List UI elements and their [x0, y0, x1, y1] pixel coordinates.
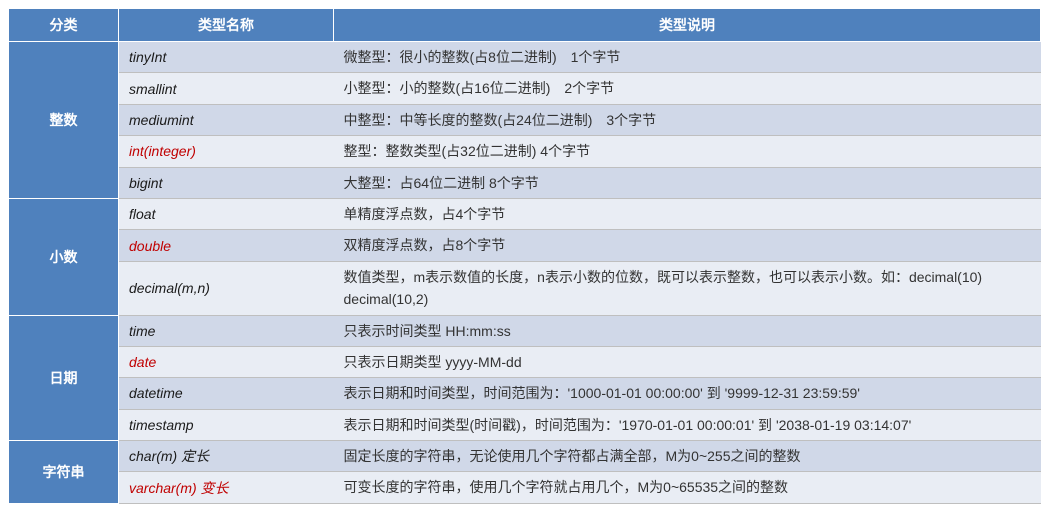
table-row: bigint大整型：占64位二进制 8个字节	[9, 167, 1041, 198]
type-desc-cell: 整型：整数类型(占32位二进制) 4个字节	[334, 136, 1041, 167]
type-desc-cell: 表示日期和时间类型(时间戳)，时间范围为：'1970-01-01 00:00:0…	[334, 409, 1041, 440]
type-name-cell: tinyInt	[119, 42, 334, 73]
type-desc-cell: 只表示时间类型 HH:mm:ss	[334, 315, 1041, 346]
type-desc-cell: 可变长度的字符串，使用几个字符就占用几个，M为0~65535之间的整数	[334, 472, 1041, 503]
type-name-cell: decimal(m,n)	[119, 261, 334, 315]
type-desc-cell: 数值类型，m表示数值的长度，n表示小数的位数，既可以表示整数，也可以表示小数。如…	[334, 261, 1041, 315]
table-row: varchar(m) 变长可变长度的字符串，使用几个字符就占用几个，M为0~65…	[9, 472, 1041, 503]
type-desc-cell: 固定长度的字符串，无论使用几个字符都占满全部，M为0~255之间的整数	[334, 441, 1041, 472]
table-row: date只表示日期类型 yyyy-MM-dd	[9, 346, 1041, 377]
type-name-cell: float	[119, 198, 334, 229]
category-cell: 字符串	[9, 441, 119, 504]
table-row: decimal(m,n)数值类型，m表示数值的长度，n表示小数的位数，既可以表示…	[9, 261, 1041, 315]
type-name-cell: double	[119, 230, 334, 261]
category-cell: 整数	[9, 42, 119, 199]
type-desc-cell: 表示日期和时间类型，时间范围为：'1000-01-01 00:00:00' 到 …	[334, 378, 1041, 409]
category-cell: 小数	[9, 198, 119, 315]
type-desc-cell: 单精度浮点数，占4个字节	[334, 198, 1041, 229]
table-row: 字符串char(m) 定长固定长度的字符串，无论使用几个字符都占满全部，M为0~…	[9, 441, 1041, 472]
type-desc-cell: 小整型：小的整数(占16位二进制) 2个字节	[334, 73, 1041, 104]
type-desc-cell: 大整型：占64位二进制 8个字节	[334, 167, 1041, 198]
table-row: timestamp表示日期和时间类型(时间戳)，时间范围为：'1970-01-0…	[9, 409, 1041, 440]
type-desc-cell: 只表示日期类型 yyyy-MM-dd	[334, 346, 1041, 377]
table-row: 整数tinyInt微整型：很小的整数(占8位二进制) 1个字节	[9, 42, 1041, 73]
header-type-name: 类型名称	[119, 9, 334, 42]
table-body: 整数tinyInt微整型：很小的整数(占8位二进制) 1个字节smallint小…	[9, 42, 1041, 504]
table-header-row: 分类 类型名称 类型说明	[9, 9, 1041, 42]
table-row: int(integer)整型：整数类型(占32位二进制) 4个字节	[9, 136, 1041, 167]
table-row: datetime表示日期和时间类型，时间范围为：'1000-01-01 00:0…	[9, 378, 1041, 409]
type-name-cell: datetime	[119, 378, 334, 409]
type-name-cell: bigint	[119, 167, 334, 198]
table-row: double双精度浮点数，占8个字节	[9, 230, 1041, 261]
type-name-cell: varchar(m) 变长	[119, 472, 334, 503]
type-name-cell: date	[119, 346, 334, 377]
data-types-table: 分类 类型名称 类型说明 整数tinyInt微整型：很小的整数(占8位二进制) …	[8, 8, 1041, 504]
type-desc-cell: 双精度浮点数，占8个字节	[334, 230, 1041, 261]
table-row: 小数float单精度浮点数，占4个字节	[9, 198, 1041, 229]
type-desc-cell: 微整型：很小的整数(占8位二进制) 1个字节	[334, 42, 1041, 73]
type-name-cell: time	[119, 315, 334, 346]
header-category: 分类	[9, 9, 119, 42]
type-name-cell: int(integer)	[119, 136, 334, 167]
header-type-desc: 类型说明	[334, 9, 1041, 42]
table-row: 日期time只表示时间类型 HH:mm:ss	[9, 315, 1041, 346]
type-name-cell: timestamp	[119, 409, 334, 440]
type-desc-cell: 中整型：中等长度的整数(占24位二进制) 3个字节	[334, 104, 1041, 135]
type-name-cell: char(m) 定长	[119, 441, 334, 472]
type-name-cell: smallint	[119, 73, 334, 104]
type-name-cell: mediumint	[119, 104, 334, 135]
table-row: smallint小整型：小的整数(占16位二进制) 2个字节	[9, 73, 1041, 104]
category-cell: 日期	[9, 315, 119, 441]
table-row: mediumint中整型：中等长度的整数(占24位二进制) 3个字节	[9, 104, 1041, 135]
